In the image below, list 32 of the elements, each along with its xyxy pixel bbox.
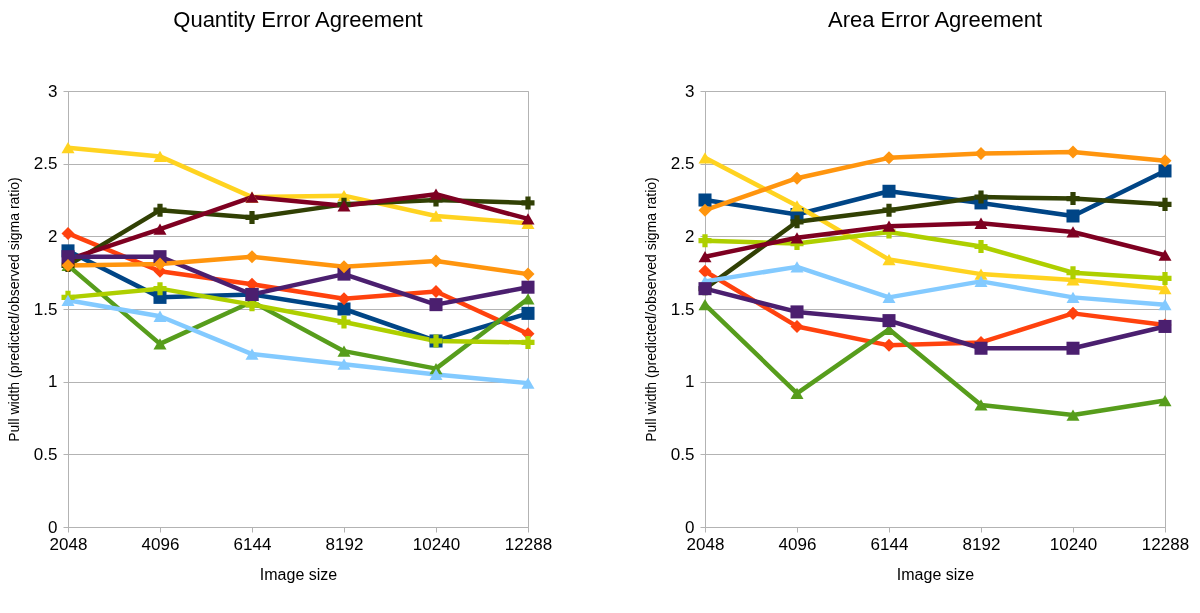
y-tick-label: 2.5 xyxy=(33,154,58,174)
y-tick-label: 1 xyxy=(48,372,58,392)
x-tick-label: 2048 xyxy=(49,534,88,554)
x-axis-title: Image size xyxy=(259,565,338,583)
y-tick-label: 3 xyxy=(685,81,695,101)
x-tick-label: 10240 xyxy=(412,534,461,554)
y-tick-label: 1 xyxy=(685,372,695,392)
y-tick-label: 2 xyxy=(685,226,695,246)
y-tick-label: 0.5 xyxy=(670,444,695,464)
y-tick-label: 1.5 xyxy=(670,299,695,319)
y-axis-title: Pull width (predicted/observed sigma ratio) xyxy=(642,177,659,442)
chart-title: Quantity Error Agreement xyxy=(173,7,423,32)
x-tick-label: 4096 xyxy=(778,534,817,554)
y-tick-label: 2 xyxy=(48,226,58,246)
x-tick-label: 12288 xyxy=(504,534,553,554)
x-tick-label: 4096 xyxy=(141,534,180,554)
x-tick-label: 6144 xyxy=(870,534,909,554)
y-tick-label: 3 xyxy=(48,81,58,101)
chart-title: Area Error Agreement xyxy=(828,7,1042,32)
x-tick-label: 12288 xyxy=(1141,534,1190,554)
x-tick-label: 6144 xyxy=(233,534,272,554)
y-tick-label: 0 xyxy=(685,517,695,537)
y-axis-title: Pull width (predicted/observed sigma ratio) xyxy=(5,177,22,442)
y-tick-label: 0 xyxy=(48,517,58,537)
x-tick-label: 8192 xyxy=(325,534,364,554)
y-tick-label: 1.5 xyxy=(33,299,58,319)
y-tick-label: 0.5 xyxy=(33,444,58,464)
x-tick-label: 10240 xyxy=(1049,534,1098,554)
y-tick-label: 2.5 xyxy=(670,154,695,174)
x-axis-title: Image size xyxy=(896,565,975,583)
x-tick-label: 2048 xyxy=(686,534,725,554)
x-tick-label: 8192 xyxy=(962,534,1001,554)
